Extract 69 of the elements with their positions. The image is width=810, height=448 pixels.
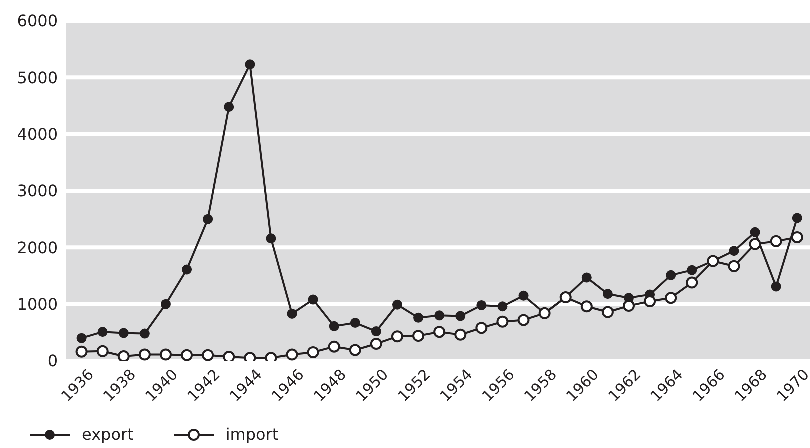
point [307, 346, 320, 358]
point [496, 316, 509, 328]
point [456, 311, 466, 322]
point [181, 349, 194, 361]
point [729, 246, 740, 256]
point [118, 328, 129, 338]
point [223, 351, 236, 361]
point [687, 265, 698, 276]
point [434, 310, 445, 321]
point [370, 338, 382, 350]
point [666, 270, 676, 280]
point [350, 318, 360, 328]
point [392, 300, 402, 310]
legend-label: export [82, 425, 134, 444]
point [623, 300, 635, 312]
point [328, 340, 340, 353]
point [434, 326, 446, 338]
point [224, 102, 234, 112]
point [308, 294, 318, 305]
y-tick-label: 1000 [17, 295, 58, 314]
point [118, 350, 130, 361]
point [245, 60, 256, 70]
point [266, 234, 276, 244]
point [602, 289, 613, 300]
point [665, 292, 678, 304]
point [582, 272, 592, 283]
point [98, 327, 108, 338]
point [644, 296, 656, 308]
y-tick-label: 6000 [17, 12, 58, 31]
point [371, 326, 382, 337]
y-tick-label: 3000 [17, 182, 58, 201]
y-tick-label: 4000 [17, 125, 58, 144]
point [414, 312, 424, 323]
point [287, 308, 298, 319]
point [76, 346, 88, 358]
point [791, 231, 804, 244]
point [728, 260, 740, 272]
point [182, 264, 192, 275]
point [476, 300, 487, 310]
point [203, 214, 214, 224]
point [140, 328, 150, 339]
y-tick-label: 5000 [17, 68, 58, 88]
point [349, 344, 362, 356]
point [498, 302, 508, 312]
point [792, 213, 802, 224]
point [454, 328, 467, 341]
point [160, 348, 172, 361]
point [750, 227, 760, 238]
point [329, 321, 340, 332]
point [202, 349, 214, 361]
point [286, 348, 298, 361]
point [580, 300, 593, 313]
point [518, 314, 530, 326]
point [770, 235, 782, 248]
point [749, 238, 762, 250]
point [602, 306, 614, 318]
point [771, 282, 782, 292]
point [391, 330, 404, 343]
point [138, 348, 151, 361]
point [476, 322, 488, 334]
point [96, 345, 109, 358]
point [412, 330, 425, 342]
legend-label: import [226, 425, 279, 444]
point [160, 299, 171, 310]
point [518, 290, 529, 301]
y-tick-label: 2000 [17, 238, 58, 258]
point [686, 276, 698, 289]
y-tick-label: 0 [48, 352, 58, 371]
point [76, 333, 87, 344]
